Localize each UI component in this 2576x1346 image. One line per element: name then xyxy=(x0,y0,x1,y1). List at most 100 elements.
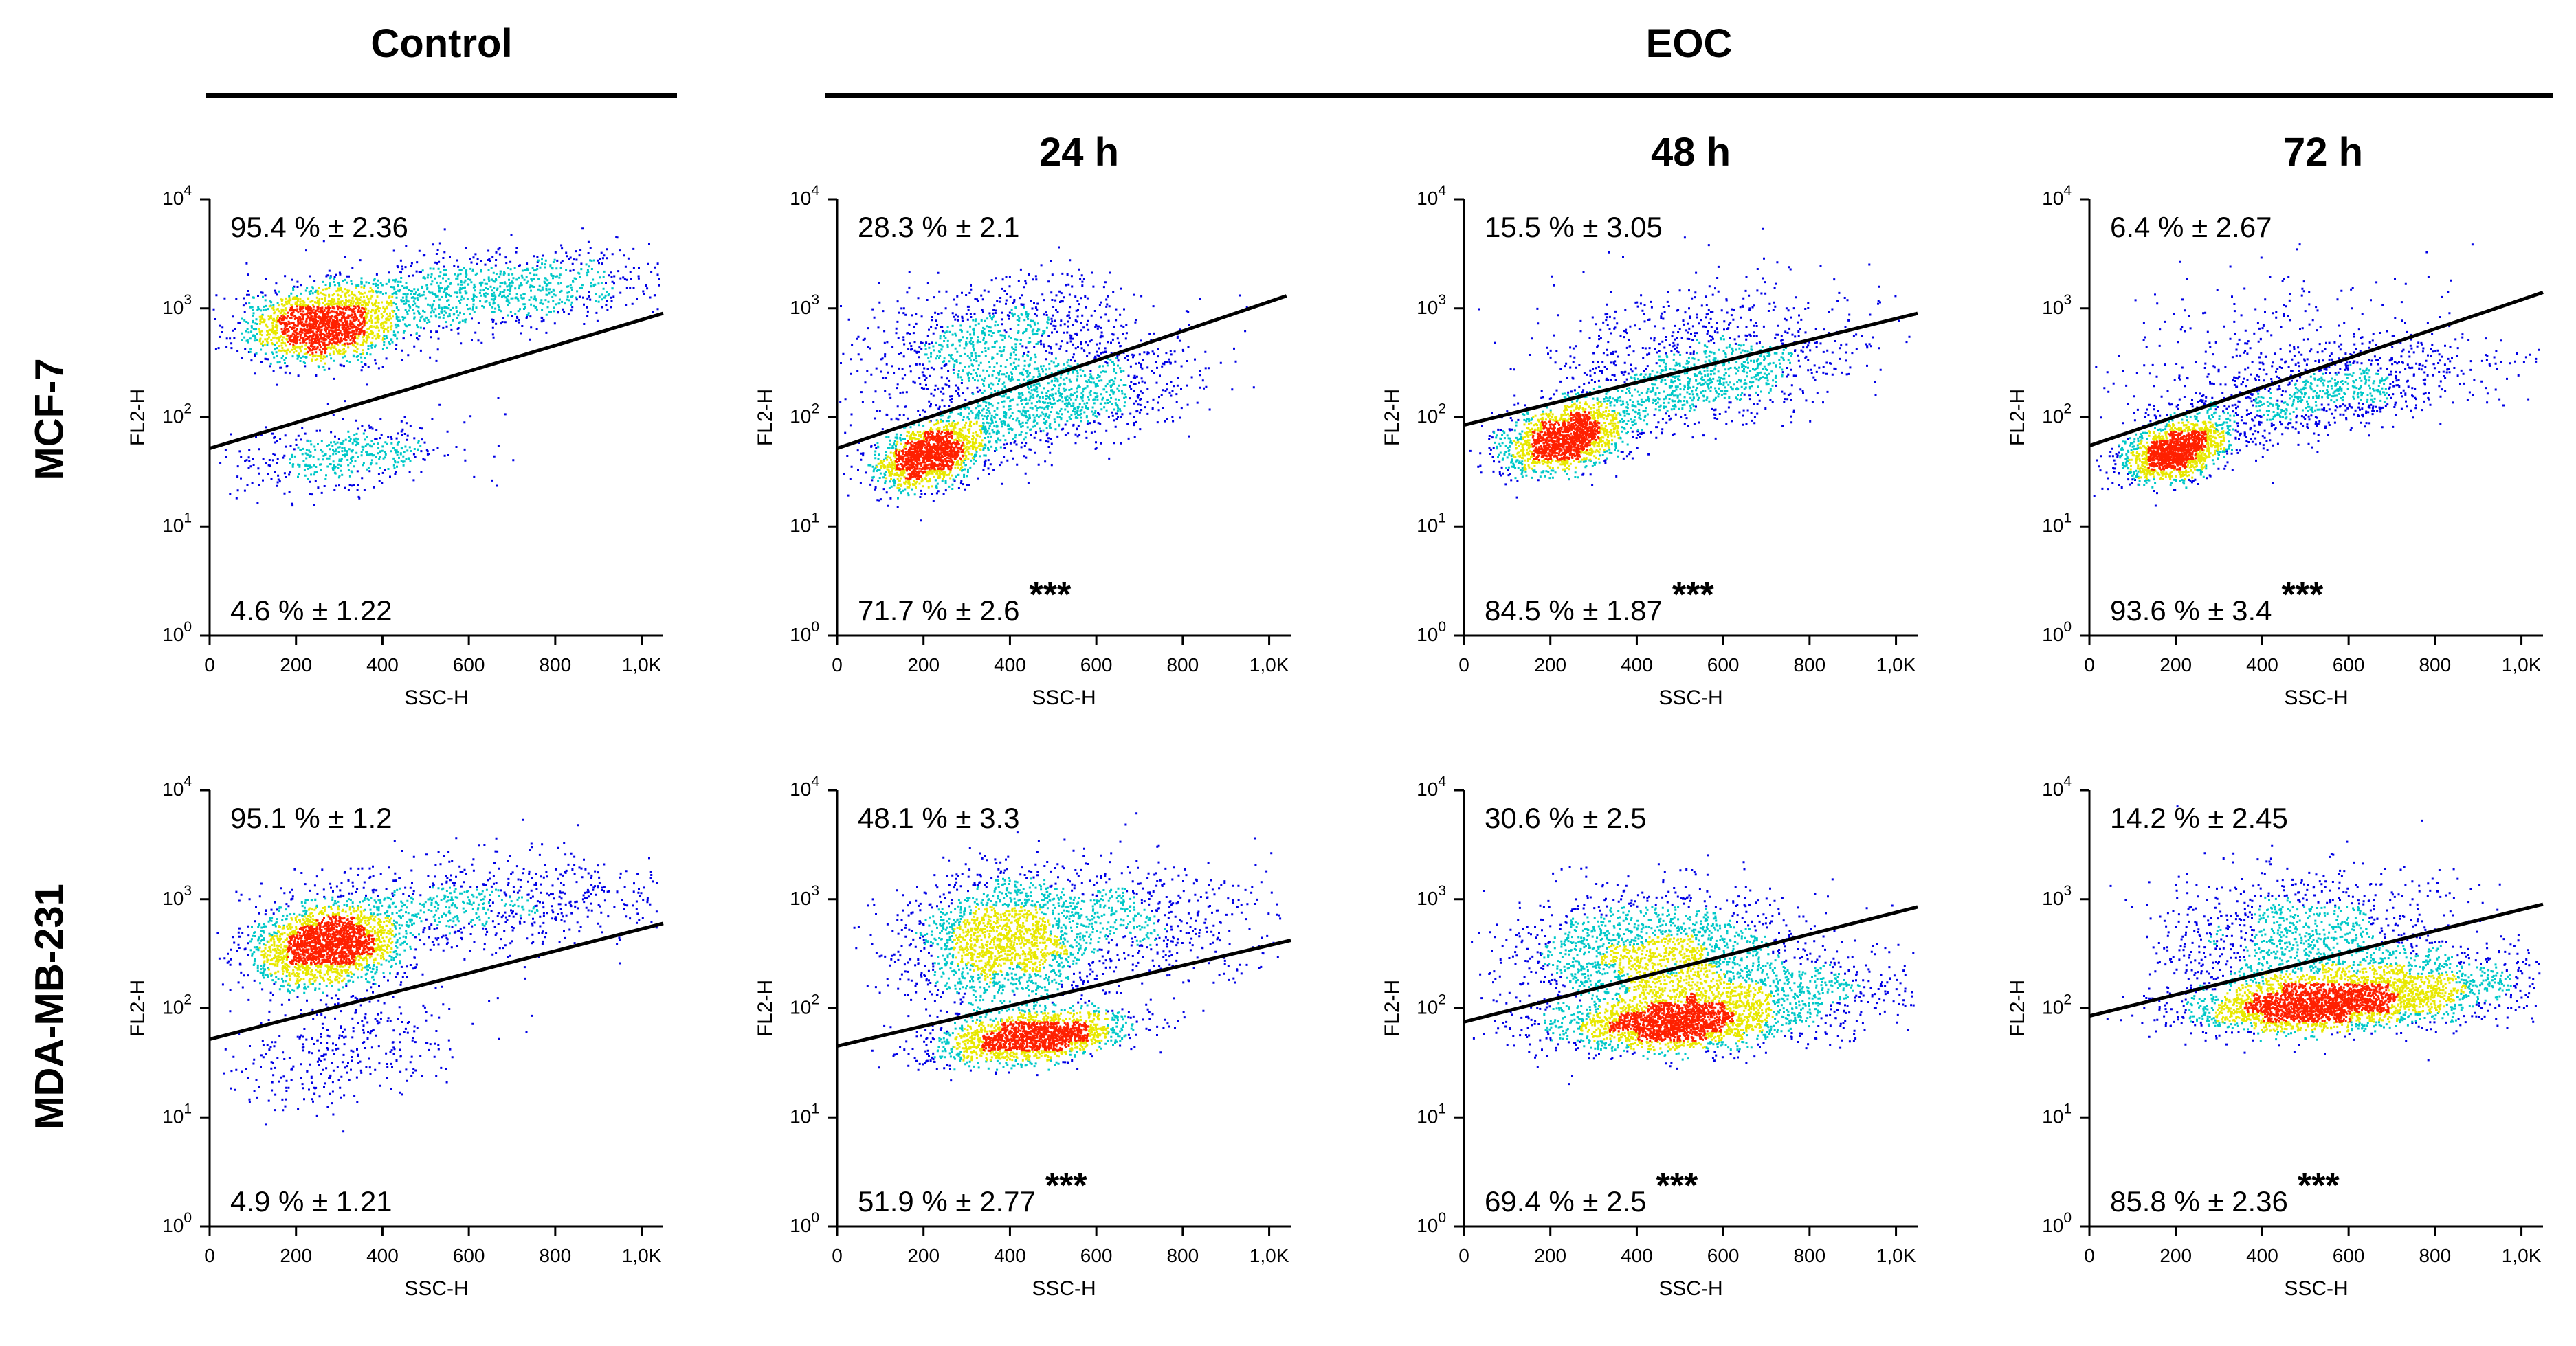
lower-gate-percent: 4.6 % ± 1.22 xyxy=(230,594,392,627)
x-axis-label: SSC-H xyxy=(1658,686,1722,709)
point-cloud xyxy=(953,906,1109,1062)
x-tick-label: 600 xyxy=(453,1245,485,1266)
gate-line xyxy=(1463,905,1918,1024)
y-axis-label: FL2-H xyxy=(754,389,777,446)
y-tick-label: 102 xyxy=(1417,992,1446,1018)
point-cloud xyxy=(241,258,614,480)
plot-5: 0 200 400 600 800 1,0K SSC-H 100 101 102 103 104 FL2… xyxy=(126,774,664,1300)
x-tick-label: 1,0K xyxy=(1250,1245,1289,1266)
point-cloud xyxy=(1608,992,1735,1042)
gate-line xyxy=(836,939,1291,1048)
y-tick-label: 100 xyxy=(2042,619,2072,645)
y-tick-label: 101 xyxy=(1417,510,1446,536)
x-tick-label: 800 xyxy=(1793,654,1825,675)
x-tick-label: 800 xyxy=(539,1245,571,1266)
x-tick-label: 0 xyxy=(204,1245,215,1266)
x-tick-label: 200 xyxy=(1534,654,1566,675)
y-tick-label: 104 xyxy=(2042,183,2072,209)
plot-1: 0 200 400 600 800 1,0K SSC-H 100 101 102 103 104 FL2… xyxy=(126,183,664,709)
point-cloud xyxy=(287,915,375,965)
x-tick-label: 400 xyxy=(366,1245,399,1266)
y-tick-label: 104 xyxy=(790,774,819,800)
x-tick-label: 400 xyxy=(994,1245,1026,1266)
y-tick-label: 101 xyxy=(162,1101,192,1127)
header-72h: 72 h xyxy=(2283,130,2364,175)
gate-line xyxy=(2089,291,2544,448)
axes xyxy=(836,790,1291,1228)
y-tick-label: 103 xyxy=(1417,292,1446,318)
significance-stars: *** xyxy=(2282,575,2324,615)
y-tick-label: 103 xyxy=(2042,883,2072,909)
x-tick-label: 0 xyxy=(1458,1245,1469,1266)
x-tick-label: 200 xyxy=(907,654,940,675)
y-tick-label: 103 xyxy=(162,883,192,909)
lower-gate-percent: 71.7 % ± 2.6 xyxy=(858,594,1020,627)
y-tick-label: 101 xyxy=(790,510,819,536)
x-axis-label: SSC-H xyxy=(1658,1277,1722,1300)
y-tick-label: 101 xyxy=(1417,1101,1446,1127)
point-cloud xyxy=(1512,401,1620,471)
point-cloud xyxy=(981,1021,1089,1052)
gate-line xyxy=(836,294,1287,450)
point-cloud xyxy=(1531,411,1601,461)
point-cloud xyxy=(895,430,964,480)
x-tick-label: 1,0K xyxy=(622,1245,662,1266)
scatter-points xyxy=(216,818,658,1133)
x-axis-label: SSC-H xyxy=(2284,686,2348,709)
y-tick-label: 104 xyxy=(1417,774,1446,800)
x-tick-label: 1,0K xyxy=(2502,654,2542,675)
scatter-points xyxy=(1469,227,1911,499)
plot-2: 0 200 400 600 800 1,0K SSC-H 100 101 102 103 104 FL2… xyxy=(754,183,1291,709)
y-tick-label: 102 xyxy=(1417,401,1446,427)
y-axis-label: FL2-H xyxy=(126,980,149,1037)
plot-3: 0 200 400 600 800 1,0K SSC-H 100 101 102 103 104 FL2… xyxy=(1381,183,1918,709)
y-tick-label: 100 xyxy=(162,1210,192,1236)
y-tick-label: 104 xyxy=(162,774,192,800)
scatter-points xyxy=(212,227,660,507)
point-cloud xyxy=(867,306,1127,500)
x-tick-label: 0 xyxy=(832,654,843,675)
y-tick-label: 103 xyxy=(790,292,819,318)
point-cloud xyxy=(1493,335,1793,480)
scatter-points xyxy=(1471,854,1915,1086)
x-tick-label: 600 xyxy=(1080,1245,1113,1266)
x-tick-label: 400 xyxy=(366,654,399,675)
point-cloud xyxy=(258,286,395,365)
y-tick-label: 100 xyxy=(790,1210,819,1236)
significance-stars: *** xyxy=(1672,575,1714,615)
plot-4: 0 200 400 600 800 1,0K SSC-H 100 101 102 103 104 FL2… xyxy=(2006,183,2544,709)
axes xyxy=(208,790,663,1228)
y-tick-label: 101 xyxy=(2042,1101,2072,1127)
lower-gate-percent: 51.9 % ± 2.77 xyxy=(858,1185,1036,1218)
x-tick-label: 800 xyxy=(539,654,571,675)
significance-stars: *** xyxy=(1030,575,1072,615)
x-tick-label: 0 xyxy=(832,1245,843,1266)
point-cloud xyxy=(2106,805,2541,1062)
y-tick-label: 100 xyxy=(1417,1210,1446,1236)
upper-gate-percent: 95.1 % ± 1.2 xyxy=(230,802,392,834)
scatter-points xyxy=(853,812,1282,1082)
y-tick-label: 102 xyxy=(162,401,192,427)
y-tick-label: 101 xyxy=(2042,510,2072,536)
upper-gate-percent: 95.4 % ± 2.36 xyxy=(230,211,408,243)
significance-stars: *** xyxy=(1045,1166,1087,1206)
x-tick-label: 1,0K xyxy=(1876,654,1916,675)
scatter-points xyxy=(2093,243,2540,507)
x-tick-label: 400 xyxy=(2246,1245,2278,1266)
upper-gate-percent: 30.6 % ± 2.5 xyxy=(1485,802,1647,834)
x-tick-label: 1,0K xyxy=(622,654,662,675)
point-cloud xyxy=(216,818,658,1133)
y-tick-label: 100 xyxy=(162,619,192,645)
x-axis-label: SSC-H xyxy=(2284,1277,2348,1300)
y-tick-label: 104 xyxy=(162,183,192,209)
upper-gate-percent: 14.2 % ± 2.45 xyxy=(2110,802,2288,834)
y-tick-label: 103 xyxy=(2042,292,2072,318)
plot-7: 0 200 400 600 800 1,0K SSC-H 100 101 102 103 104 FL2… xyxy=(1381,774,1918,1300)
y-tick-label: 100 xyxy=(790,619,819,645)
header-48h: 48 h xyxy=(1650,130,1731,175)
x-tick-label: 600 xyxy=(1707,654,1740,675)
point-cloud xyxy=(853,812,1282,1082)
x-tick-label: 200 xyxy=(280,1245,312,1266)
